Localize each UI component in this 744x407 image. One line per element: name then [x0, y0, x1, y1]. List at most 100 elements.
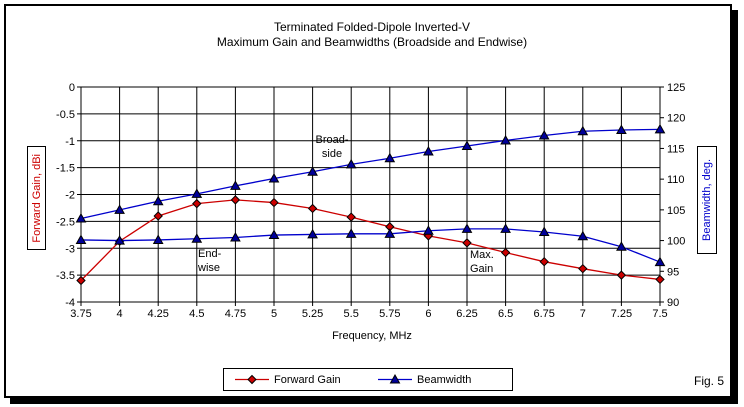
right-axis-tick-label: 110	[667, 174, 685, 186]
left-axis-title: Forward Gain, dBi	[27, 146, 46, 250]
right-axis-title: Beamwidth, deg.	[697, 146, 717, 254]
left-axis-tick-label: -1	[65, 136, 75, 148]
legend-key-marker	[389, 374, 401, 384]
right-axis-tick-label: 100	[667, 236, 685, 248]
series-marker-beamwidth-broadside	[268, 173, 280, 183]
series-marker-beamwidth-broadside	[577, 125, 589, 136]
series-marker-beamwidth-endwise	[191, 233, 203, 243]
legend-label-beamwidth: Beamwidth	[417, 373, 472, 386]
series-marker-beamwidth-broadside	[616, 124, 627, 134]
left-axis-tick-label: -3	[65, 243, 75, 255]
right-axis-title-text: Beamwidth, deg.	[701, 159, 713, 241]
left-axis-tick-label: -4	[65, 297, 75, 309]
series-marker-beamwidth-broadside	[152, 195, 164, 206]
x-axis-tick-label: 4	[117, 308, 123, 320]
right-axis-tick-label: 120	[667, 113, 685, 125]
annotation-broadside: Broad- side	[306, 133, 358, 161]
series-marker-beamwidth-broadside	[75, 212, 87, 223]
series-marker-forward-gain	[307, 203, 318, 214]
chart-title-line1: Terminated Folded-Dipole Inverted-V	[273, 20, 471, 34]
annotation-max-gain-line2: Gain	[470, 263, 494, 275]
annotation-endwise-line2: wise	[198, 262, 221, 274]
series-marker-beamwidth-endwise	[114, 235, 125, 245]
annotation-broadside-line2: side	[321, 148, 343, 160]
series-marker-beamwidth-broadside	[114, 204, 125, 214]
series-marker-beamwidth-endwise	[384, 228, 396, 238]
series-marker-beamwidth-endwise	[461, 223, 473, 233]
right-axis-tick-label: 90	[667, 297, 679, 309]
x-axis-tick-label: 4.5	[189, 308, 204, 320]
series-marker-beamwidth-broadside	[538, 130, 550, 140]
series-marker-beamwidth-endwise	[230, 231, 241, 242]
series-marker-beamwidth-endwise	[538, 226, 550, 236]
x-axis-tick-label: 5.5	[344, 308, 359, 320]
series-marker-forward-gain	[616, 270, 627, 280]
series-line-forward-gain	[80, 199, 661, 281]
series-marker-beamwidth-broadside	[384, 152, 396, 163]
series-marker-beamwidth-broadside	[307, 166, 318, 176]
forward-gain-legend-marker-icon	[235, 374, 269, 385]
annotation-max-gain-line1: Max.	[470, 249, 494, 261]
series-marker-beamwidth-broadside	[423, 145, 434, 156]
series-marker-beamwidth-endwise	[307, 228, 318, 239]
series-marker-forward-gain	[500, 247, 511, 258]
left-axis-tick-label: -1.5	[56, 163, 75, 175]
left-axis-tick-label: -3.5	[56, 270, 75, 282]
annotation-broadside-line1: Broad-	[315, 134, 349, 146]
left-axis-tick-label: -0.5	[56, 109, 75, 121]
left-axis-tick-label: 0	[69, 82, 75, 94]
legend-item-forward-gain: Forward Gain	[235, 369, 341, 390]
left-axis-tick-label: -2	[65, 190, 75, 202]
legend-key-triangle-icon	[378, 374, 412, 384]
x-axis-tick-label: 7.25	[611, 308, 632, 320]
series-marker-beamwidth-endwise	[616, 241, 627, 251]
series-marker-beamwidth-endwise	[577, 230, 589, 241]
x-axis-tick-label: 4.75	[225, 308, 246, 320]
annotation-max-gain: Max. Gain	[470, 248, 494, 276]
x-axis-tick-label: 6.5	[498, 308, 513, 320]
legend: Forward Gain Beamwidth	[223, 368, 513, 391]
series-marker-beamwidth-broadside	[345, 158, 357, 169]
series-line-beamwidth-endwise	[80, 228, 661, 263]
legend-label-forward-gain: Forward Gain	[274, 373, 341, 386]
x-axis-title: Frequency, MHz	[332, 330, 412, 342]
series-marker-forward-gain	[539, 256, 549, 267]
left-axis-tick-label: -2.5	[56, 216, 75, 228]
chart-title: Terminated Folded-Dipole Inverted-V Maxi…	[0, 20, 744, 50]
series-marker-beamwidth-endwise	[75, 234, 87, 244]
annotation-endwise: End- wise	[198, 247, 221, 275]
left-axis-title-text: Forward Gain, dBi	[30, 153, 43, 243]
series-marker-forward-gain	[346, 212, 356, 222]
series-marker-forward-gain	[655, 274, 665, 285]
x-axis-tick-label: 4.25	[147, 308, 168, 320]
series-marker-forward-gain	[76, 275, 86, 286]
series-marker-beamwidth-broadside	[654, 123, 666, 134]
series-marker-beamwidth-endwise	[654, 256, 666, 267]
series-marker-forward-gain	[578, 263, 588, 274]
x-axis-tick-label: 3.75	[70, 308, 91, 320]
series-marker-beamwidth-endwise	[345, 228, 357, 238]
series-marker-forward-gain	[153, 211, 163, 221]
legend-key-diamond-icon	[235, 374, 269, 385]
legend-key-marker	[247, 374, 257, 385]
right-axis-tick-label: 105	[667, 205, 685, 217]
series-marker-beamwidth-broadside	[191, 188, 203, 198]
series-marker-beamwidth-broadside	[230, 180, 241, 190]
right-axis-tick-label: 95	[667, 266, 679, 278]
series-marker-beamwidth-broadside	[500, 134, 511, 145]
series-line-beamwidth-broadside	[80, 128, 661, 220]
series-marker-forward-gain	[269, 197, 279, 208]
figure-number: Fig. 5	[693, 374, 724, 388]
series-marker-beamwidth-endwise	[423, 225, 434, 235]
x-axis-tick-label: 7.5	[652, 308, 667, 320]
series-marker-beamwidth-endwise	[500, 223, 511, 233]
series-marker-beamwidth-broadside	[461, 140, 473, 150]
series-marker-forward-gain	[230, 195, 241, 205]
series-marker-forward-gain	[462, 238, 472, 248]
beamwidth-legend-marker-icon	[378, 374, 412, 385]
series-marker-beamwidth-endwise	[152, 234, 164, 244]
legend-item-beamwidth: Beamwidth	[378, 369, 471, 390]
x-axis-tick-label: 5.25	[302, 308, 323, 320]
annotation-endwise-line1: End-	[198, 248, 222, 260]
